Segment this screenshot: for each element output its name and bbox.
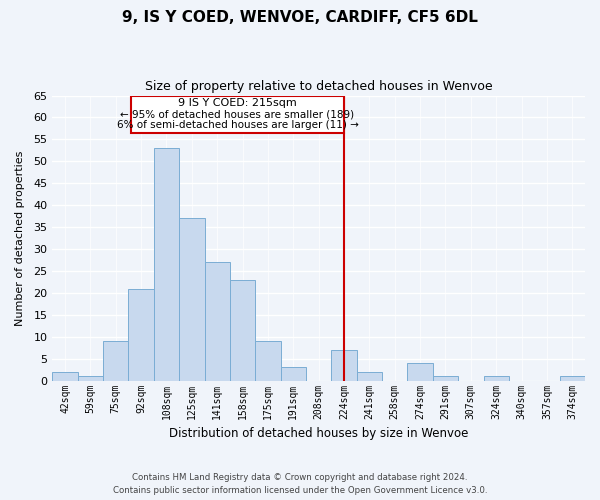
Bar bbox=[255, 341, 281, 380]
Bar bbox=[484, 376, 509, 380]
Text: 9, IS Y COED, WENVOE, CARDIFF, CF5 6DL: 9, IS Y COED, WENVOE, CARDIFF, CF5 6DL bbox=[122, 10, 478, 25]
Text: Contains HM Land Registry data © Crown copyright and database right 2024.
Contai: Contains HM Land Registry data © Crown c… bbox=[113, 473, 487, 495]
Title: Size of property relative to detached houses in Wenvoe: Size of property relative to detached ho… bbox=[145, 80, 493, 93]
Bar bbox=[560, 376, 585, 380]
Text: 6% of semi-detached houses are larger (11) →: 6% of semi-detached houses are larger (1… bbox=[116, 120, 358, 130]
Y-axis label: Number of detached properties: Number of detached properties bbox=[15, 150, 25, 326]
Bar bbox=[103, 341, 128, 380]
Bar bbox=[154, 148, 179, 380]
Bar bbox=[77, 376, 103, 380]
Bar bbox=[281, 368, 306, 380]
Bar bbox=[205, 262, 230, 380]
Text: ← 95% of detached houses are smaller (189): ← 95% of detached houses are smaller (18… bbox=[121, 109, 355, 119]
Bar bbox=[407, 363, 433, 380]
Bar bbox=[52, 372, 77, 380]
Text: 9 IS Y COED: 215sqm: 9 IS Y COED: 215sqm bbox=[178, 98, 297, 108]
Bar bbox=[230, 280, 255, 380]
Bar bbox=[357, 372, 382, 380]
Bar bbox=[331, 350, 357, 380]
Bar bbox=[179, 218, 205, 380]
Bar bbox=[128, 288, 154, 380]
X-axis label: Distribution of detached houses by size in Wenvoe: Distribution of detached houses by size … bbox=[169, 427, 469, 440]
FancyBboxPatch shape bbox=[131, 96, 344, 133]
Bar bbox=[433, 376, 458, 380]
